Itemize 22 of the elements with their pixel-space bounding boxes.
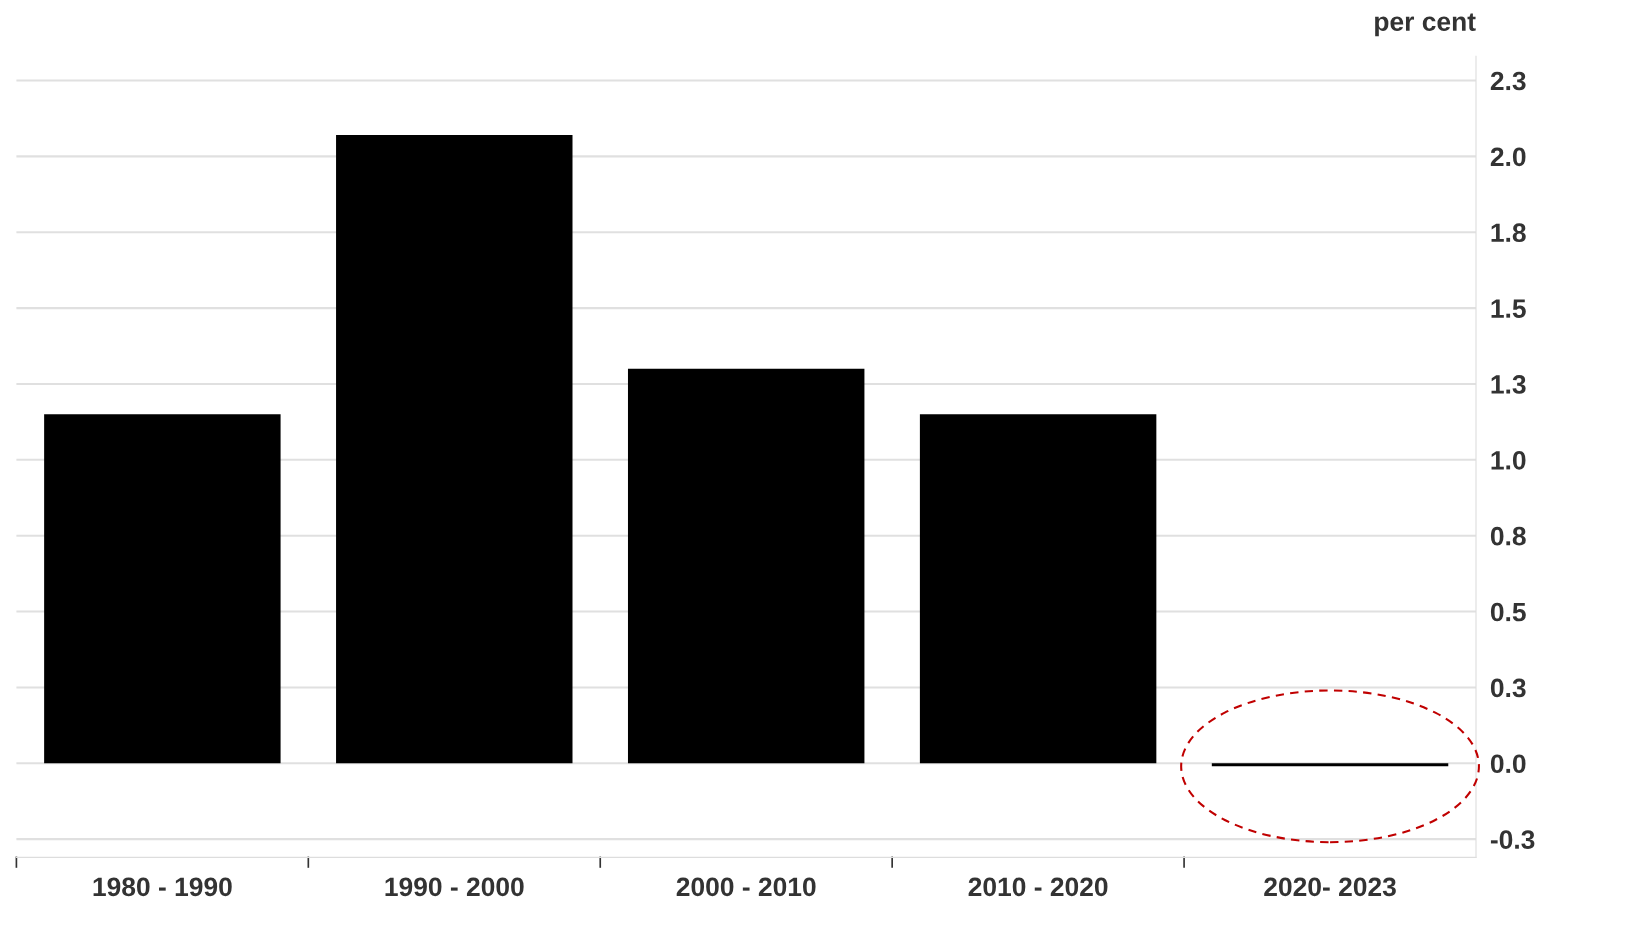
x-tick-label: 1990 - 2000 bbox=[385, 877, 524, 897]
bar bbox=[1211, 763, 1449, 767]
y-tick-label: 0.0 bbox=[1490, 754, 1526, 774]
y-tick-label: -0.3 bbox=[1490, 830, 1535, 850]
bar bbox=[44, 414, 281, 764]
y-tick-label: 0.5 bbox=[1490, 602, 1526, 622]
y-tick-label: 2.3 bbox=[1490, 71, 1526, 91]
y-tick-label: 0.3 bbox=[1490, 678, 1526, 698]
bar bbox=[919, 414, 1157, 764]
x-tick-label: 2010 - 2020 bbox=[968, 877, 1108, 897]
y-axis-title: per cent bbox=[1375, 13, 1476, 37]
x-tick-label: 2020- 2023 bbox=[1264, 877, 1396, 897]
y-tick-label: 2.0 bbox=[1490, 147, 1526, 167]
bar bbox=[336, 135, 573, 764]
x-tick-label: 2000 - 2010 bbox=[676, 877, 816, 897]
y-tick-label: 1.0 bbox=[1491, 450, 1526, 470]
y-tick-label: 1.5 bbox=[1491, 299, 1526, 318]
y-tick-label: 0.8 bbox=[1490, 526, 1526, 546]
y-tick-label: 1.8 bbox=[1491, 223, 1526, 243]
bar bbox=[627, 368, 865, 764]
y-tick-label: 1.3 bbox=[1491, 375, 1526, 394]
x-tick-label: 1980 - 1990 bbox=[93, 877, 232, 897]
